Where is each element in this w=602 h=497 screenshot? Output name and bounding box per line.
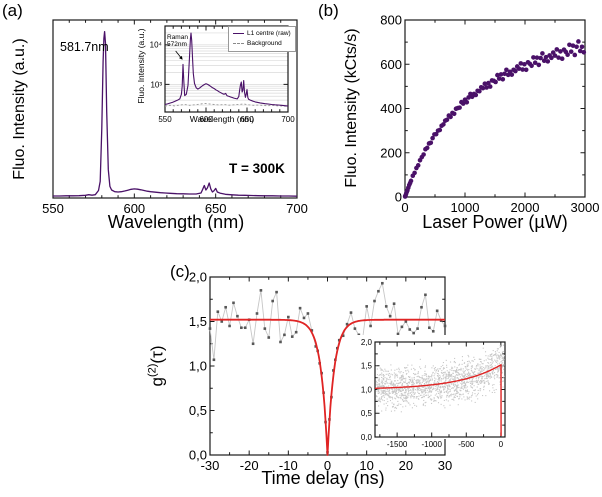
svg-text:2,0: 2,0	[361, 338, 373, 347]
svg-text:0,0: 0,0	[361, 433, 373, 442]
svg-text:10⁴: 10⁴	[150, 41, 163, 50]
panel-a-x-axis-title: Wavelength (nm)	[107, 212, 245, 232]
svg-text:600: 600	[380, 57, 402, 72]
svg-text:2,0: 2,0	[189, 270, 207, 285]
panel-b-saturation-plot: 0 1000 2000 3000 0 200 400 600 800	[380, 13, 600, 215]
legend-label-l1-centre: L1 centre (raw)	[247, 30, 291, 37]
svg-text:0,0: 0,0	[189, 448, 207, 463]
svg-text:1,5: 1,5	[361, 362, 373, 371]
legend-item-l1-centre: L1 centre (raw)	[233, 29, 291, 39]
svg-text:200: 200	[380, 145, 402, 160]
legend-label-background: Background	[247, 39, 282, 47]
panel-a-inset-y-axis-title: Fluo. Intensity (a.u.)	[136, 28, 146, 104]
svg-text:650: 650	[240, 115, 254, 124]
svg-text:0: 0	[499, 440, 504, 449]
raman-annotation-line2: 572nm	[167, 41, 187, 49]
panel-b-label: (b)	[318, 1, 339, 20]
svg-text:1,5: 1,5	[189, 314, 207, 329]
g2-label-tau: (τ)	[147, 345, 167, 364]
svg-text:400: 400	[380, 101, 402, 116]
svg-text:1000: 1000	[451, 200, 480, 215]
svg-text:550: 550	[158, 115, 172, 124]
svg-text:-20: -20	[240, 458, 259, 473]
svg-text:1,0: 1,0	[189, 359, 207, 374]
g2-label-superscript: (2)	[146, 363, 159, 378]
raman-annotation-line1: Raman	[167, 34, 188, 41]
svg-text:650: 650	[205, 201, 227, 216]
legend-swatch-dashed-line	[233, 43, 244, 45]
svg-text:600: 600	[123, 201, 145, 216]
svg-text:10³: 10³	[150, 80, 162, 89]
panel-a-label: (a)	[2, 1, 23, 20]
svg-text:3000: 3000	[571, 200, 600, 215]
svg-text:700: 700	[286, 201, 308, 216]
panel-a-spectrum-plot: 550 600 650 700	[42, 19, 308, 216]
panel-c-label: (c)	[170, 262, 190, 281]
panel-b-x-axis-title: Laser Power (µW)	[422, 212, 568, 232]
panel-a-peak-annotation: 581.7nm	[60, 40, 109, 54]
svg-text:-1500: -1500	[387, 440, 408, 449]
panel-a-temperature-annotation: T = 300K	[229, 161, 285, 176]
panel-b-y-axis-title: Fluo. Intensity (kCts/s)	[343, 28, 360, 188]
svg-text:0: 0	[324, 458, 331, 473]
legend-item-background: Background	[233, 39, 291, 49]
svg-text:-30: -30	[201, 458, 220, 473]
svg-text:0,5: 0,5	[361, 409, 373, 418]
svg-text:800: 800	[380, 13, 402, 28]
svg-text:20: 20	[399, 458, 413, 473]
panel-c-y-axis-title: g(2)(τ)	[147, 346, 168, 387]
svg-text:1,0: 1,0	[361, 385, 373, 394]
panel-a-y-axis-title: Fluo. Intensity (a.u.)	[11, 38, 28, 180]
legend-swatch-solid-line	[233, 33, 244, 35]
panel-a-inset-legend: L1 centre (raw) Background	[228, 26, 296, 52]
svg-text:-1000: -1000	[421, 440, 442, 449]
panel-c-x-axis-title: Time delay (ns)	[261, 468, 385, 488]
svg-text:700: 700	[281, 115, 295, 124]
svg-text:0: 0	[395, 190, 402, 205]
svg-text:550: 550	[42, 201, 64, 216]
svg-text:10: 10	[359, 458, 373, 473]
panel-a-inset-raman-annotation: Raman 572nm	[167, 34, 188, 49]
svg-text:30: 30	[438, 458, 452, 473]
svg-text:-10: -10	[279, 458, 298, 473]
svg-text:0: 0	[401, 200, 408, 215]
svg-text:600: 600	[199, 115, 213, 124]
panel-a-inset-log-spectrum-plot: 550 600 650 700 10³ 10⁴	[150, 25, 295, 124]
g2-label-base: g	[147, 377, 167, 387]
svg-text:-500: -500	[458, 440, 475, 449]
svg-text:0,5: 0,5	[189, 403, 207, 418]
panel-a-inset-x-axis-title: Wavelength (nm)	[189, 114, 255, 124]
svg-text:2000: 2000	[511, 200, 540, 215]
panel-c-inset-bunching-plot: -1500 -1000 -500 0 0,0 0,5 1,0 1,5 2,0	[357, 335, 513, 449]
